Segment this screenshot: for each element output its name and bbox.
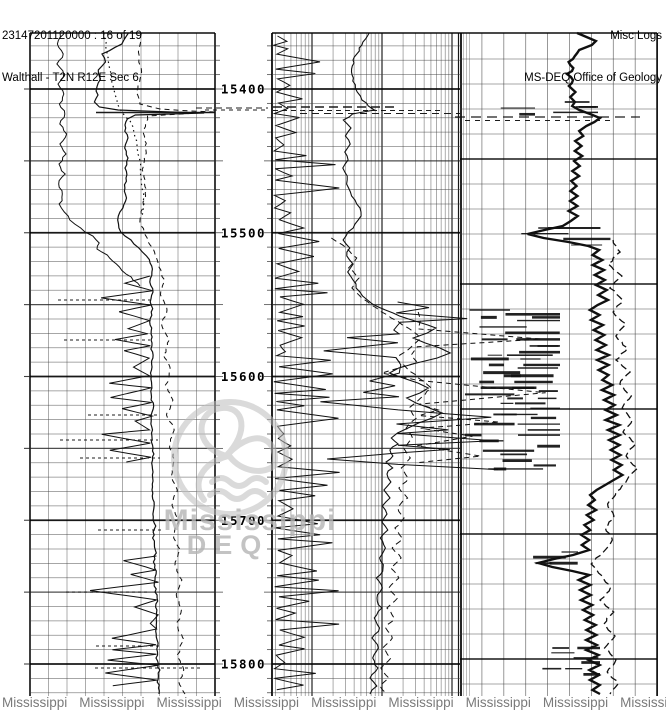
footer-watermark-word: Mississippi <box>2 695 68 710</box>
footer-watermark-word: Mississippi <box>79 695 145 710</box>
header-left: 23147201120000 : 16 of 19 Walthall - T2N… <box>2 1 142 113</box>
footer-watermark-word: Mississippi <box>388 695 454 710</box>
deq-logo-watermark <box>171 399 289 517</box>
footer-watermark-word: Mississippi <box>542 695 609 710</box>
log-curve <box>93 32 205 695</box>
log-curve <box>135 32 215 695</box>
depth-label: 15400 <box>221 82 266 97</box>
document-type: Misc Logs <box>610 30 662 42</box>
footer-watermark-word: Mississippi <box>233 695 300 710</box>
depth-label: 15800 <box>221 657 266 672</box>
footer-watermark-row: Mississippi Mississippi Mississippi Mississ… <box>2 695 666 710</box>
log-curve <box>527 31 625 696</box>
log-curve <box>101 275 155 463</box>
well-location: Walthall - T2N R12E Sec 6 <box>2 72 139 84</box>
footer-watermark-word: Mississippi <box>311 695 377 710</box>
footer-watermark-word: Mississippi <box>620 695 666 710</box>
log-curve <box>56 32 141 287</box>
log-curve <box>342 32 452 695</box>
log-curve <box>320 301 498 471</box>
depth-label: 15500 <box>221 225 266 240</box>
footer-watermark-word: Mississippi <box>156 695 222 710</box>
depth-label: 15600 <box>221 369 266 384</box>
log-curve <box>590 239 639 695</box>
log-curve <box>90 555 160 687</box>
agency-name: MS-DEQ Office of Geology <box>524 72 662 84</box>
header-right: Misc Logs MS-DEQ Office of Geology <box>524 1 662 113</box>
log-curve <box>271 35 340 691</box>
well-id-page-count: 23147201120000 : 16 of 19 <box>2 30 142 42</box>
footer-watermark-word: Mississippi <box>465 695 531 710</box>
